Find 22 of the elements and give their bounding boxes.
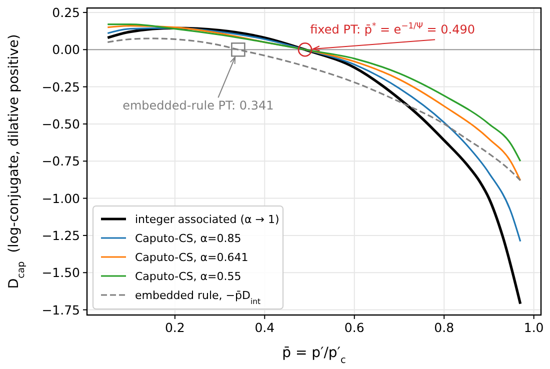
legend-label: Caputo-CS, α=0.641 [135, 251, 248, 264]
legend-label: Caputo-CS, α=0.85 [135, 232, 242, 245]
y-tick-label: −1.25 [42, 228, 80, 243]
x-tick-label: 1.0 [524, 320, 544, 335]
legend-label: integer associated (α → 1) [135, 213, 280, 226]
y-tick-label: 0.00 [52, 42, 80, 58]
y-tick-label: −1.50 [42, 265, 80, 280]
y-tick-label: −1.75 [42, 302, 80, 318]
y-tick-label: −0.25 [42, 79, 80, 94]
x-axis-title: p̄ = p′/p′$_{c}$ [282, 345, 346, 366]
y-tick-label: −1.00 [42, 190, 80, 206]
y-tick-label: 0.25 [52, 4, 80, 20]
legend-label: Caputo-CS, α=0.55 [135, 270, 242, 283]
x-tick-label: 0.2 [164, 320, 185, 335]
y-tick-label: −0.75 [42, 154, 80, 169]
x-tick-label: 0.6 [344, 320, 364, 335]
legend-label: embedded rule, −p̄D$_{int}$ [135, 289, 260, 306]
annotation: fixed PT: p̄$^{*}$ = e$^{−1/Ψ}$ = 0.490 [310, 20, 476, 37]
x-tick-label: 0.4 [254, 320, 275, 335]
x-tick-label: 0.8 [434, 320, 454, 335]
y-tick-label: −0.50 [42, 116, 80, 132]
annotation: embedded-rule PT: 0.341 [122, 98, 274, 113]
